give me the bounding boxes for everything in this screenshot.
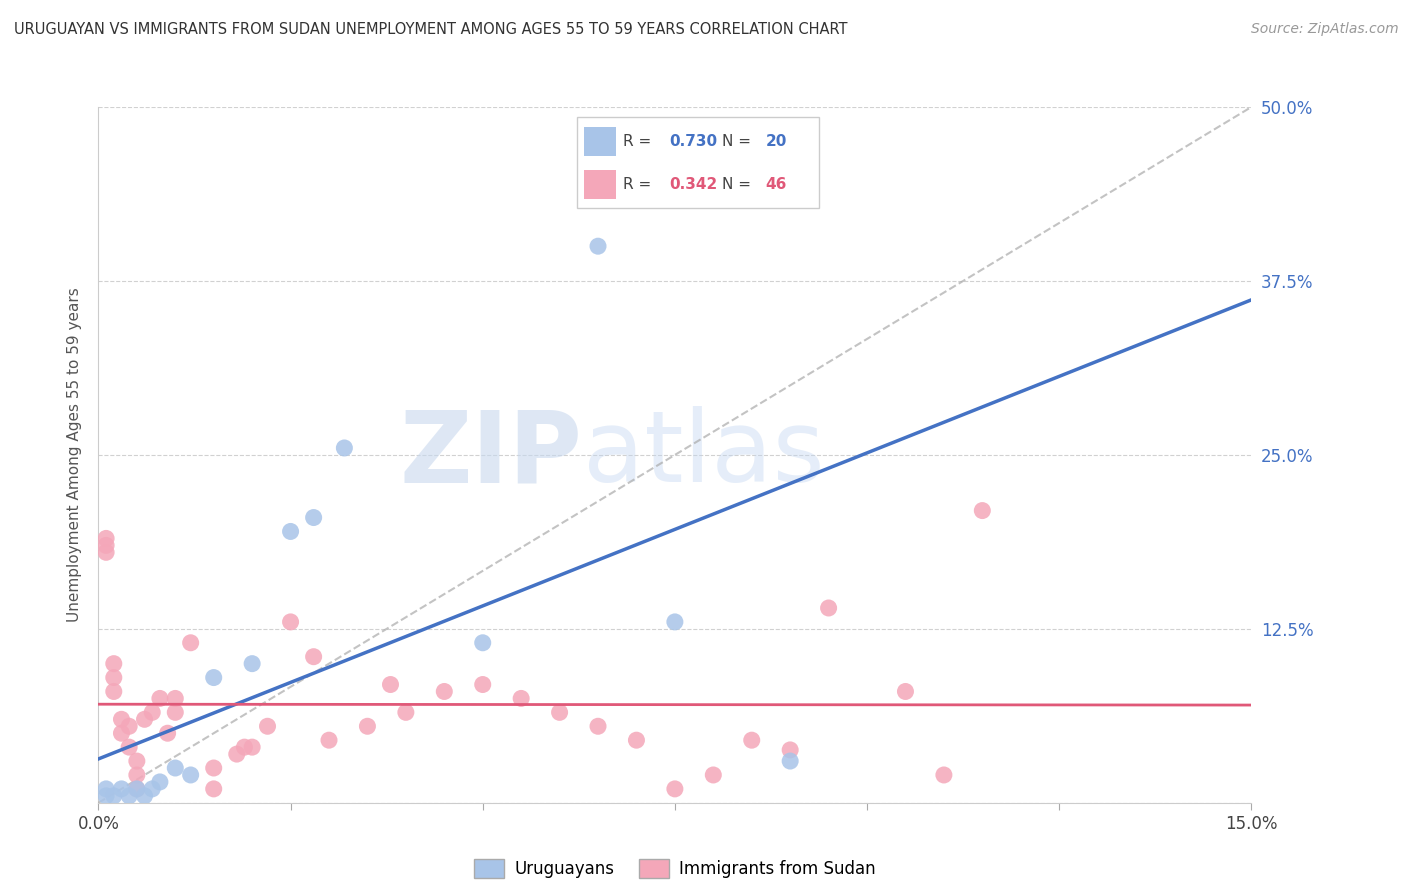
Point	[433, 684, 456, 698]
Text: ZIP: ZIP	[399, 407, 582, 503]
Point	[380, 677, 402, 691]
Point	[103, 671, 125, 685]
Point	[240, 657, 263, 671]
Text: URUGUAYAN VS IMMIGRANTS FROM SUDAN UNEMPLOYMENT AMONG AGES 55 TO 59 YEARS CORREL: URUGUAYAN VS IMMIGRANTS FROM SUDAN UNEMP…	[14, 22, 848, 37]
Point	[125, 754, 148, 768]
Point	[280, 615, 302, 629]
Text: Source: ZipAtlas.com: Source: ZipAtlas.com	[1251, 22, 1399, 37]
Point	[471, 636, 494, 650]
Point	[94, 532, 117, 546]
Point	[972, 503, 994, 517]
Text: atlas: atlas	[582, 407, 824, 503]
Point	[141, 706, 163, 720]
Point	[202, 671, 225, 685]
Point	[233, 740, 256, 755]
Point	[110, 712, 132, 726]
Point	[118, 789, 141, 803]
Point	[471, 677, 494, 691]
Point	[134, 789, 156, 803]
Point	[741, 733, 763, 747]
Point	[141, 781, 163, 796]
Point	[626, 733, 648, 747]
Point	[333, 441, 356, 455]
Point	[134, 712, 156, 726]
Point	[165, 691, 187, 706]
Point	[149, 775, 172, 789]
Point	[779, 743, 801, 757]
Point	[156, 726, 179, 740]
Legend: Uruguayans, Immigrants from Sudan: Uruguayans, Immigrants from Sudan	[467, 853, 883, 885]
Point	[202, 781, 225, 796]
Point	[94, 781, 117, 796]
Point	[548, 706, 571, 720]
Point	[165, 761, 187, 775]
Point	[94, 538, 117, 552]
Point	[702, 768, 724, 782]
Point	[202, 761, 225, 775]
Point	[318, 733, 340, 747]
Point	[225, 747, 247, 761]
Point	[149, 691, 172, 706]
Point	[125, 781, 148, 796]
Point	[125, 781, 148, 796]
Y-axis label: Unemployment Among Ages 55 to 59 years: Unemployment Among Ages 55 to 59 years	[67, 287, 83, 623]
Point	[94, 789, 117, 803]
Point	[302, 510, 325, 524]
Point	[510, 691, 533, 706]
Point	[256, 719, 278, 733]
Point	[664, 615, 686, 629]
Point	[302, 649, 325, 664]
Point	[103, 789, 125, 803]
Point	[817, 601, 839, 615]
Point	[664, 781, 686, 796]
Point	[180, 768, 202, 782]
Point	[118, 719, 141, 733]
Point	[586, 719, 609, 733]
Point	[356, 719, 378, 733]
Point	[110, 781, 132, 796]
Point	[894, 684, 917, 698]
Point	[94, 545, 117, 559]
Point	[240, 740, 263, 755]
Point	[110, 726, 132, 740]
Point	[103, 684, 125, 698]
Point	[932, 768, 955, 782]
Point	[118, 740, 141, 755]
Point	[395, 706, 418, 720]
Point	[586, 239, 609, 253]
Point	[165, 706, 187, 720]
Point	[779, 754, 801, 768]
Point	[280, 524, 302, 539]
Point	[180, 636, 202, 650]
Point	[125, 768, 148, 782]
Point	[103, 657, 125, 671]
